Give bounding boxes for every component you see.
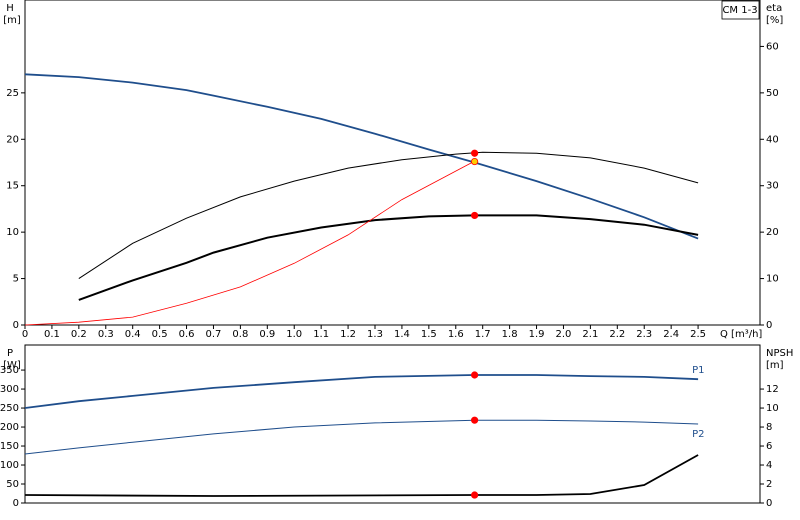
y2-tick-label: 0: [766, 320, 772, 331]
x-tick-label: 0.1: [44, 329, 60, 340]
y2-axis-label: NPSH: [766, 348, 793, 359]
y-tick-label: 100: [0, 460, 19, 471]
y2-tick-label: 12: [766, 384, 779, 395]
x-tick-label: 0.2: [71, 329, 87, 340]
y2-tick-label: 60: [766, 41, 779, 52]
curve-label: CM 1-3: [722, 5, 757, 16]
series-line: [24, 454, 699, 497]
y-axis-unit: [W]: [3, 360, 21, 371]
x-tick-label: 2.3: [636, 329, 652, 340]
y2-tick-label: 20: [766, 227, 779, 238]
x-tick-label: 0.6: [179, 329, 195, 340]
y2-tick-label: 0: [766, 498, 772, 509]
label-box: [721, 0, 760, 20]
x-tick-label: 0.7: [206, 329, 222, 340]
x-tick-label: 0.5: [152, 329, 168, 340]
y-tick-label: 10: [6, 227, 19, 238]
y2-tick-label: 10: [766, 274, 779, 285]
x-tick-label: 0.4: [125, 329, 141, 340]
x-tick-label: 1.1: [313, 329, 329, 340]
x-tick-label: 2.4: [663, 329, 679, 340]
y-tick-label: 150: [0, 441, 19, 452]
y2-tick-label: 10: [766, 403, 779, 414]
plot-frame: [24, 344, 761, 504]
x-tick-label: 2.0: [556, 329, 572, 340]
x-tick-label: 1.8: [502, 329, 518, 340]
y-tick-label: 25: [6, 88, 19, 99]
y2-tick-label: 50: [766, 88, 779, 99]
duty-point: [471, 416, 479, 424]
y-tick-label: 0: [13, 320, 19, 331]
y2-axis-label: eta: [766, 3, 782, 14]
y-tick-label: 50: [6, 479, 19, 490]
duty-point: [471, 211, 479, 220]
y-axis-label: P: [7, 348, 13, 359]
y2-tick-label: 4: [766, 460, 772, 471]
series-name: P2: [692, 429, 704, 440]
y2-tick-label: 2: [766, 479, 772, 490]
x-tick-label: 1.4: [394, 329, 410, 340]
x-axis-label: Q [m³/h]: [720, 329, 762, 340]
y-tick-label: 0: [13, 498, 19, 509]
x-tick-label: 1.9: [529, 329, 545, 340]
y2-axis-unit: [m]: [766, 360, 784, 371]
plot-frame: [24, 0, 761, 326]
y-axis-label: H: [6, 3, 14, 14]
x-tick-label: 0: [22, 329, 28, 340]
y2-tick-label: 8: [766, 422, 772, 433]
y2-tick-label: 40: [766, 134, 779, 145]
x-tick-label: 1.5: [421, 329, 437, 340]
x-tick-label: 1.0: [286, 329, 302, 340]
x-tick-label: 0.9: [259, 329, 275, 340]
series-line: [24, 374, 699, 409]
duty-point: [471, 491, 479, 499]
y-tick-label: 15: [6, 181, 19, 192]
series-line: [24, 160, 475, 326]
series-name: P1: [692, 365, 704, 376]
duty-point: [471, 371, 479, 379]
y-tick-label: 250: [0, 403, 19, 414]
y-tick-label: 5: [13, 274, 19, 285]
y-tick-label: 300: [0, 384, 19, 395]
y-axis-unit: [m]: [3, 15, 21, 26]
y2-tick-label: 30: [766, 181, 779, 192]
x-tick-label: 0.3: [98, 329, 114, 340]
x-tick-label: 1.6: [448, 329, 464, 340]
y-tick-label: 350: [0, 365, 19, 376]
x-tick-label: 2.2: [609, 329, 625, 340]
y-tick-label: 200: [0, 422, 19, 433]
x-tick-label: 1.7: [475, 329, 491, 340]
duty-point: [471, 149, 479, 157]
series-line: [24, 73, 699, 240]
x-tick-label: 0.8: [232, 329, 248, 340]
series-line: [78, 151, 699, 280]
x-tick-label: 2.1: [582, 329, 598, 340]
x-tick-label: 1.3: [367, 329, 383, 340]
series-line: [24, 419, 699, 455]
series-line: [78, 214, 699, 301]
y-tick-label: 20: [6, 134, 19, 145]
x-tick-label: 1.2: [340, 329, 356, 340]
y2-tick-label: 6: [766, 441, 772, 452]
x-tick-label: 2.5: [690, 329, 706, 340]
y2-axis-unit: [%]: [766, 15, 783, 26]
duty-point: [471, 157, 479, 166]
